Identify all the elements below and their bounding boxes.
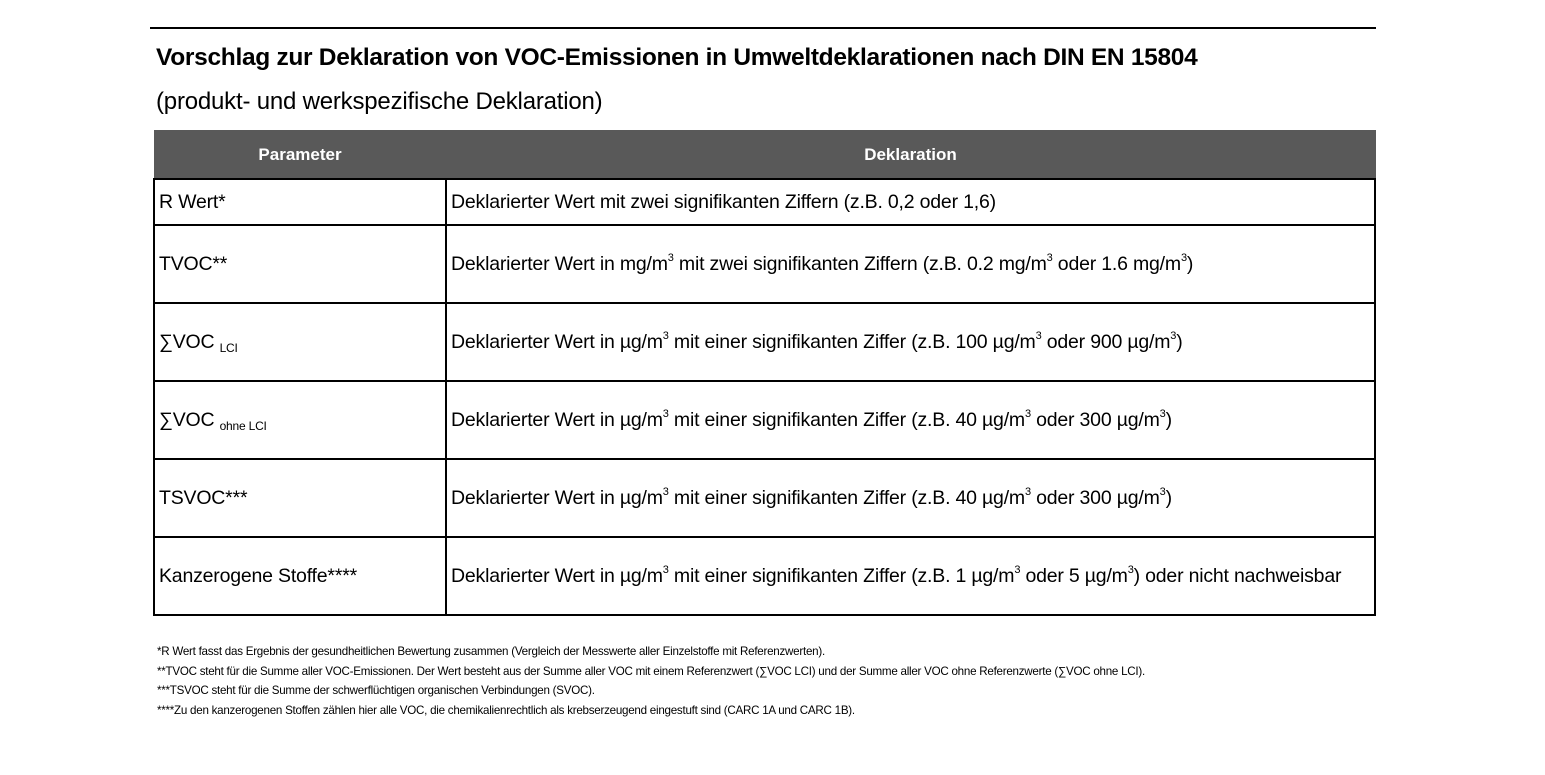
cell-text: ) (1176, 330, 1183, 353)
superscript: 3 (1014, 563, 1021, 576)
parameter-cell: ∑VOC ohne LCI (153, 380, 447, 460)
cell-text: Deklarierter Wert in µg/m (451, 564, 663, 587)
table-row: TVOC** Deklarierter Wert in mg/m3 mit zwe… (153, 224, 1376, 304)
parameter-cell: TVOC** (153, 224, 447, 304)
header-parameter: Parameter (153, 130, 447, 180)
declaration-cell: Deklarierter Wert in µg/m3 mit einer sig… (445, 458, 1376, 538)
superscript: 3 (1159, 407, 1166, 420)
cell-text: Deklarierter Wert in µg/m (451, 408, 663, 431)
cell-text: ) oder nicht nachweisbar (1133, 564, 1342, 587)
cell-text: Deklarierter Wert mit zwei signifikanten… (451, 190, 996, 213)
superscript: 3 (662, 563, 669, 576)
cell-text: mit einer signifikanten Ziffer (z.B. 40 … (668, 408, 1025, 431)
cell-text: mit einer signifikanten Ziffer (z.B. 1 µ… (668, 564, 1015, 587)
table-row: R Wert* Deklarierter Wert mit zwei signif… (153, 178, 1376, 226)
superscript: 3 (1170, 329, 1177, 342)
subscript: ohne LCI (219, 418, 267, 433)
footnote: **TVOC steht für die Summe aller VOC-Emi… (157, 664, 1145, 678)
cell-text: ∑VOC (159, 408, 220, 431)
parameter-cell: R Wert* (153, 178, 447, 226)
cell-text: oder 1.6 mg/m (1052, 252, 1181, 275)
cell-text: mit einer signifikanten Ziffer (z.B. 40 … (668, 486, 1025, 509)
table-row: TSVOC*** Deklarierter Wert in µg/m3 mit e… (153, 458, 1376, 538)
parameter-cell: Kanzerogene Stoffe**** (153, 536, 447, 616)
voc-declaration-table: Parameter Deklaration R Wert* Deklarierte… (153, 130, 1376, 616)
cell-text: R Wert* (159, 190, 226, 213)
top-rule (150, 27, 1376, 29)
superscript: 3 (662, 485, 669, 498)
cell-text: oder 5 µg/m (1020, 564, 1128, 587)
cell-text: ) (1165, 408, 1173, 431)
header-deklaration: Deklaration (445, 130, 1376, 180)
cell-text: mit zwei signifikanten Ziffern (z.B. 0.2… (673, 252, 1047, 275)
superscript: 3 (1024, 485, 1031, 498)
footnote: *R Wert fasst das Ergebnis der gesundhei… (157, 645, 825, 658)
declaration-cell: Deklarierter Wert in µg/m3 mit einer sig… (445, 380, 1376, 460)
superscript: 3 (1035, 329, 1042, 342)
footnote: ****Zu den kanzerogenen Stoffen zählen h… (157, 703, 855, 717)
cell-text: mit einer signifikanten Ziffer (z.B. 100… (668, 330, 1036, 353)
superscript: 3 (667, 251, 674, 264)
subscript: LCI (219, 340, 238, 355)
superscript: 3 (1046, 251, 1053, 264)
declaration-cell: Deklarierter Wert in mg/m3 mit zwei sign… (445, 224, 1376, 304)
cell-text: ) (1165, 486, 1173, 509)
superscript: 3 (1127, 563, 1134, 576)
cell-text: Deklarierter Wert in µg/m (451, 486, 663, 509)
superscript: 3 (1159, 485, 1166, 498)
cell-text: oder 900 µg/m (1041, 330, 1171, 353)
footnote: ***TSVOC steht für die Summe der schwerf… (157, 684, 595, 697)
cell-text: TVOC** (159, 252, 228, 275)
declaration-cell: Deklarierter Wert mit zwei signifikanten… (445, 178, 1376, 226)
superscript: 3 (1024, 407, 1031, 420)
declaration-cell: Deklarierter Wert in µg/m3 mit einer sig… (445, 536, 1376, 616)
table-row: ∑VOC LCI Deklarierter Wert in µg/m3 mit e… (153, 302, 1376, 382)
cell-text: Deklarierter Wert in mg/m (451, 252, 668, 275)
page-subtitle: (produkt- und werkspezifische Deklaratio… (156, 88, 603, 115)
cell-text: ) (1186, 252, 1194, 275)
superscript: 3 (662, 407, 669, 420)
table-row: ∑VOC ohne LCI Deklarierter Wert in µg/m3 … (153, 380, 1376, 460)
cell-text: Deklarierter Wert in µg/m (451, 330, 663, 353)
superscript: 3 (662, 329, 669, 342)
cell-text: TSVOC*** (159, 486, 248, 509)
footnotes: *R Wert fasst das Ergebnis der gesundhei… (157, 642, 1372, 720)
cell-text: oder 300 µg/m (1030, 408, 1160, 431)
superscript: 3 (1180, 251, 1187, 264)
table-header-row: Parameter Deklaration (153, 130, 1376, 180)
cell-text: Kanzerogene Stoffe**** (159, 564, 357, 587)
parameter-cell: ∑VOC LCI (153, 302, 447, 382)
declaration-cell: Deklarierter Wert in µg/m3 mit einer sig… (445, 302, 1376, 382)
page-title: Vorschlag zur Deklaration von VOC-Emissi… (156, 44, 1198, 71)
parameter-cell: TSVOC*** (153, 458, 447, 538)
table-row: Kanzerogene Stoffe**** Deklarierter Wert … (153, 536, 1376, 616)
cell-text: oder 300 µg/m (1030, 486, 1160, 509)
cell-text: ∑VOC (159, 330, 220, 353)
